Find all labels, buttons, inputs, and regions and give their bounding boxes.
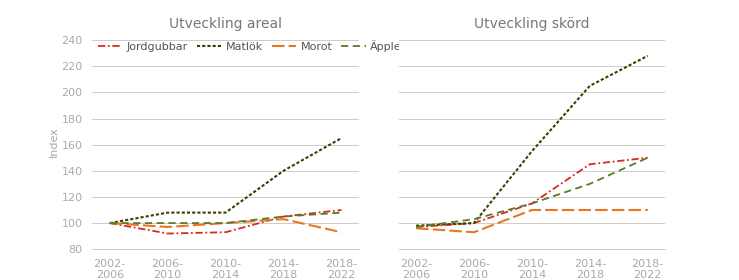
Matlök <box>528 150 537 153</box>
Jordgubbar <box>106 221 115 225</box>
Matlök <box>469 221 478 225</box>
Morot <box>469 230 478 234</box>
Äpple <box>528 202 537 205</box>
Morot <box>337 230 346 234</box>
Äpple <box>106 221 115 225</box>
Matlök <box>585 84 594 88</box>
Jordgubbar <box>337 208 346 212</box>
Morot <box>585 208 594 212</box>
Jordgubbar <box>221 230 230 234</box>
Line: Morot: Morot <box>110 219 341 232</box>
Line: Jordgubbar: Jordgubbar <box>416 158 647 227</box>
Äpple <box>221 221 230 225</box>
Line: Matlök: Matlök <box>416 56 647 226</box>
Line: Matlök: Matlök <box>110 138 341 223</box>
Matlök <box>643 54 652 57</box>
Äpple <box>585 182 594 186</box>
Jordgubbar <box>528 202 537 205</box>
Jordgubbar <box>643 156 652 159</box>
Jordgubbar <box>412 225 420 229</box>
Äpple <box>279 215 288 218</box>
Line: Jordgubbar: Jordgubbar <box>110 210 341 234</box>
Matlök <box>221 211 230 214</box>
Jordgubbar <box>163 232 172 235</box>
Äpple <box>412 225 420 229</box>
Line: Morot: Morot <box>416 210 647 232</box>
Morot <box>279 218 288 221</box>
Morot <box>528 208 537 212</box>
Title: Utveckling skörd: Utveckling skörd <box>474 17 590 31</box>
Matlök <box>163 211 172 214</box>
Matlök <box>412 224 420 227</box>
Line: Äpple: Äpple <box>110 213 341 223</box>
Jordgubbar <box>585 163 594 166</box>
Morot <box>106 221 115 225</box>
Morot <box>643 208 652 212</box>
Y-axis label: Index: Index <box>49 126 58 157</box>
Matlök <box>279 169 288 172</box>
Jordgubbar <box>469 221 478 225</box>
Äpple <box>643 156 652 159</box>
Äpple <box>337 211 346 214</box>
Morot <box>163 225 172 229</box>
Legend: Jordgubbar, Matlök, Morot, Äpple: Jordgubbar, Matlök, Morot, Äpple <box>98 40 402 52</box>
Morot <box>412 227 420 230</box>
Jordgubbar <box>279 215 288 218</box>
Matlök <box>337 136 346 140</box>
Äpple <box>163 221 172 225</box>
Matlök <box>106 221 115 225</box>
Äpple <box>469 218 478 221</box>
Title: Utveckling areal: Utveckling areal <box>169 17 282 31</box>
Line: Äpple: Äpple <box>416 158 647 227</box>
Morot <box>221 221 230 225</box>
